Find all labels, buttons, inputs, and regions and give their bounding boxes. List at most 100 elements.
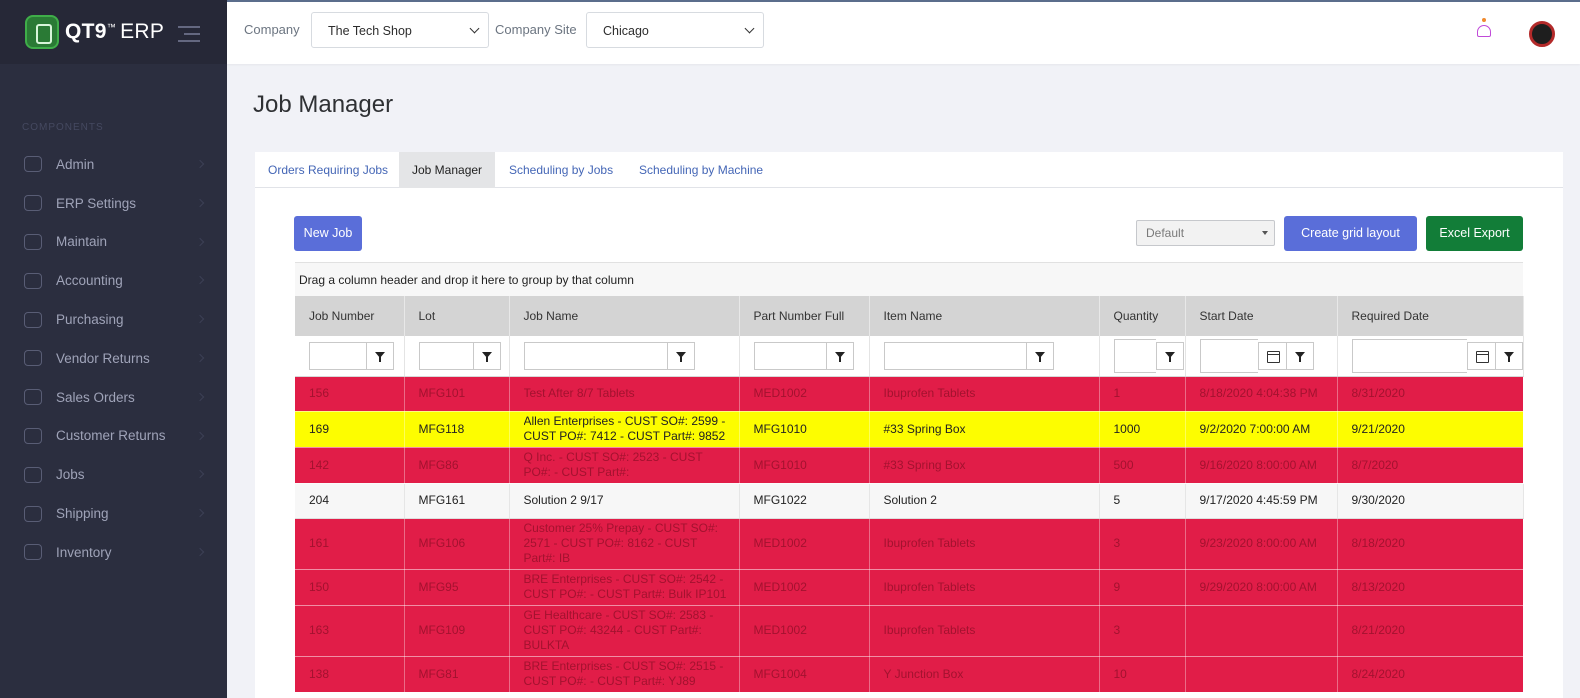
cell-start-date: 8/18/2020 4:04:38 PM — [1185, 376, 1338, 412]
cell-item-name: #33 Spring Box — [869, 447, 1100, 484]
cell-text: 500 — [1113, 457, 1134, 472]
filter-input-lot[interactable] — [418, 341, 473, 370]
cell-text: 156 — [309, 386, 330, 400]
notification-bell-icon[interactable] — [1477, 18, 1491, 40]
cell-text: 150 — [309, 579, 330, 594]
column-header-start-date[interactable]: Start Date — [1185, 296, 1338, 336]
company-site-select[interactable]: Chicago — [586, 12, 764, 48]
filter-icon[interactable] — [472, 341, 501, 370]
calendar-icon[interactable] — [1466, 341, 1495, 370]
qt9-logo-icon[interactable] — [25, 15, 59, 49]
table-row[interactable]: 161 MFG106 Customer 25% Prepay - CUST SO#:… — [295, 518, 1524, 570]
table-row[interactable]: 142 MFG86 Q Inc. - CUST SO#: 2523 - CUST P… — [295, 447, 1524, 484]
cell-text: MFG1022 — [753, 493, 807, 507]
column-header-part-number-full[interactable]: Part Number Full — [739, 296, 870, 336]
sidebar-item-admin[interactable]: Admin — [0, 145, 227, 184]
filter-icon[interactable] — [366, 341, 394, 370]
cell-text: #33 Spring Box — [883, 421, 966, 436]
cell-required-date: 8/31/2020 — [1337, 376, 1524, 412]
company-select[interactable]: The Tech Shop — [311, 12, 489, 48]
sidebar-item-accounting[interactable]: Accounting — [0, 261, 227, 300]
table-row[interactable]: 169 MFG118 Allen Enterprises - CUST SO#: 2… — [295, 411, 1524, 448]
column-header-lot[interactable]: Lot — [404, 296, 510, 336]
brand-name[interactable]: QT9™ ERP — [65, 20, 164, 44]
chevron-right-icon — [195, 314, 205, 324]
tab-bar: Orders Requiring Jobs Job Manager Schedu… — [255, 152, 1563, 188]
tab-job-manager[interactable]: Job Manager — [399, 152, 496, 188]
cell-quantity: 1000 — [1099, 411, 1186, 448]
filter-icon[interactable] — [1285, 341, 1314, 370]
sidebar-item-label: Maintain — [56, 234, 108, 250]
excel-export-button[interactable]: Excel Export — [1426, 216, 1523, 251]
cell-text: 161 — [309, 536, 330, 550]
return-icon — [24, 350, 42, 367]
truck-icon — [24, 505, 42, 522]
filter-input-part-number-full[interactable] — [753, 341, 826, 370]
sidebar-item-inventory[interactable]: Inventory — [0, 533, 227, 572]
column-header-quantity[interactable]: Quantity — [1099, 296, 1186, 336]
user-avatar[interactable] — [1529, 21, 1555, 47]
cell-text: Ibuprofen Tablets — [883, 579, 976, 594]
cell-text: MFG161 — [418, 493, 466, 507]
column-header-required-date[interactable]: Required Date — [1337, 296, 1524, 336]
column-header-job-number[interactable]: Job Number — [295, 296, 405, 336]
cell-text: 8/18/2020 4:04:38 PM — [1199, 386, 1318, 400]
new-job-button[interactable]: New Job — [294, 216, 362, 251]
filter-input-required-date[interactable] — [1351, 338, 1467, 373]
tab-scheduling-by-jobs[interactable]: Scheduling by Jobs — [509, 163, 614, 177]
cell-required-date: 8/24/2020 — [1337, 656, 1524, 693]
column-header-job-name[interactable]: Job Name — [509, 296, 740, 336]
filter-input-quantity[interactable] — [1113, 338, 1156, 373]
sidebar-item-vendor-returns[interactable]: Vendor Returns — [0, 339, 227, 378]
table-row[interactable]: 163 MFG109 GE Healthcare - CUST SO#: 2583 … — [295, 605, 1524, 657]
chevron-right-icon — [195, 431, 205, 440]
sidebar-item-shipping[interactable]: Shipping — [0, 494, 227, 533]
chevron-right-icon — [195, 237, 205, 246]
filter-icon[interactable] — [825, 341, 854, 370]
sidebar-item-erp-settings[interactable]: ERP Settings — [0, 184, 227, 223]
sidebar-item-customer-returns[interactable]: Customer Returns — [0, 417, 227, 456]
grid-layout-select[interactable]: Default — [1136, 220, 1275, 246]
cell-required-date: 9/30/2020 — [1337, 483, 1524, 519]
table-row[interactable]: 156 MFG101 Test After 8/7 Tablets MED1002 Ib… — [295, 376, 1524, 412]
tab-scheduling-by-machine[interactable]: Scheduling by Machine — [639, 163, 764, 177]
sidebar-item-purchasing[interactable]: Purchasing — [0, 300, 227, 339]
filter-icon[interactable] — [666, 341, 695, 370]
filter-input-job-number[interactable] — [309, 341, 366, 370]
filter-input-item-name[interactable] — [883, 341, 1026, 370]
cell-text: #33 Spring Box — [883, 457, 966, 472]
cell-required-date: 8/21/2020 — [1337, 605, 1524, 657]
cell-text: MFG101 — [418, 386, 466, 400]
cell-lot: MFG161 — [404, 483, 510, 519]
sidebar-item-label: Sales Orders — [56, 389, 135, 405]
table-row[interactable]: 150 MFG95 BRE Enterprises - CUST SO#: 2542… — [295, 569, 1524, 606]
create-grid-layout-button[interactable]: Create grid layout — [1284, 216, 1417, 251]
filter-icon[interactable] — [1025, 341, 1054, 370]
cell-text: Y Junction Box — [883, 666, 964, 681]
filter-input-job-name[interactable] — [523, 341, 667, 370]
cell-part-number-full: MED1002 — [739, 569, 870, 606]
cell-job-name: Q Inc. - CUST SO#: 2523 - CUST PO#: - CU… — [509, 447, 740, 484]
sidebar-item-maintain[interactable]: Maintain — [0, 223, 227, 262]
filter-icon[interactable] — [1155, 341, 1184, 370]
menu-toggle-icon[interactable] — [178, 26, 200, 47]
sidebar-item-sales-orders[interactable]: Sales Orders — [0, 378, 227, 417]
table-row[interactable]: 204 MFG161 Solution 2 9/17 MFG1022 Solution … — [295, 483, 1524, 519]
sidebar-item-jobs[interactable]: Jobs — [0, 455, 227, 494]
cell-item-name: Y Junction Box — [869, 656, 1100, 693]
cell-job-number: 204 — [295, 483, 405, 519]
tab-orders-requiring-jobs[interactable]: Orders Requiring Jobs — [268, 163, 389, 177]
table-row[interactable]: 138 MFG81 BRE Enterprises - CUST SO#: 2515… — [295, 656, 1524, 693]
calendar-icon[interactable] — [1257, 341, 1286, 370]
cell-item-name: Ibuprofen Tablets — [869, 605, 1100, 657]
cell-text: 169 — [309, 421, 330, 436]
filter-icon[interactable] — [1494, 341, 1523, 370]
cell-text: 5 — [1113, 493, 1121, 507]
cell-text: MFG95 — [418, 579, 459, 594]
filter-input-start-date[interactable] — [1199, 338, 1258, 373]
group-by-panel[interactable]: Drag a column header and drop it here to… — [295, 262, 1523, 296]
cell-part-number-full: MED1002 — [739, 376, 870, 412]
cell-text: 9/21/2020 — [1351, 421, 1405, 436]
column-header-item-name[interactable]: Item Name — [869, 296, 1100, 336]
cell-job-number: 169 — [295, 411, 405, 448]
